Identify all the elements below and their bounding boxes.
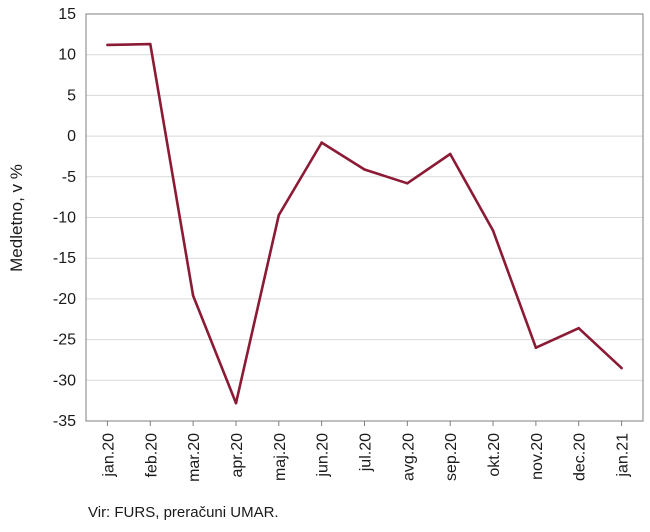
x-tick-label: maj.20: [272, 433, 289, 481]
x-tick-label: mar.20: [186, 433, 203, 482]
y-tick-label: -5: [62, 169, 76, 186]
x-tick-label: avg.20: [400, 433, 417, 481]
data-point: [320, 141, 323, 144]
gridlines: [86, 13, 643, 422]
y-tick-label: 5: [67, 87, 76, 104]
x-tick-labels: jan.20 feb.20 mar.20 apr.20 maj.20 jun.20 jul.…: [100, 421, 632, 482]
x-tick-label: dec.20: [572, 433, 589, 481]
data-point: [277, 213, 281, 217]
series-line: [107, 42, 623, 405]
data-point: [106, 43, 109, 47]
data-point: [448, 152, 452, 156]
data-point: [534, 346, 538, 350]
data-point: [406, 182, 409, 185]
y-axis-title: Medletno, v %: [7, 164, 26, 272]
y-tick-label: 15: [58, 6, 76, 23]
x-tick-label: nov.20: [529, 433, 546, 480]
source-note: Vir: FURS, preračuni UMAR.: [88, 504, 279, 521]
y-tick-labels: 15 10 5 0 -5 -10 -15 -20 -25 -30 -35: [53, 6, 76, 430]
y-tick-label: -35: [53, 413, 76, 430]
data-point: [491, 229, 495, 232]
y-tick-label: -25: [53, 332, 76, 349]
x-tick-label: feb.20: [143, 433, 160, 478]
x-tick-label: jan.21: [615, 433, 632, 478]
y-tick-label: 10: [58, 47, 76, 64]
data-point: [234, 401, 238, 405]
x-tick-label: okt.20: [486, 433, 503, 477]
data-point: [577, 326, 581, 330]
y-tick-label: -30: [53, 372, 76, 389]
y-tick-label: -20: [53, 291, 76, 308]
data-point: [191, 294, 195, 297]
x-tick-label: sep.20: [443, 433, 460, 481]
y-tick-label: 0: [67, 128, 76, 145]
x-tick-label: apr.20: [229, 433, 246, 478]
series-group: [106, 42, 623, 405]
x-tick-label: jun.20: [315, 433, 332, 478]
plot-area: [85, 13, 644, 422]
x-tick-label: jan.20: [100, 433, 117, 478]
data-point: [148, 42, 152, 46]
y-tick-label: -10: [53, 210, 76, 227]
x-tick-label: jul.20: [358, 433, 375, 472]
y-tick-label: -15: [53, 250, 76, 267]
data-point: [363, 168, 366, 171]
data-point: [620, 366, 623, 370]
